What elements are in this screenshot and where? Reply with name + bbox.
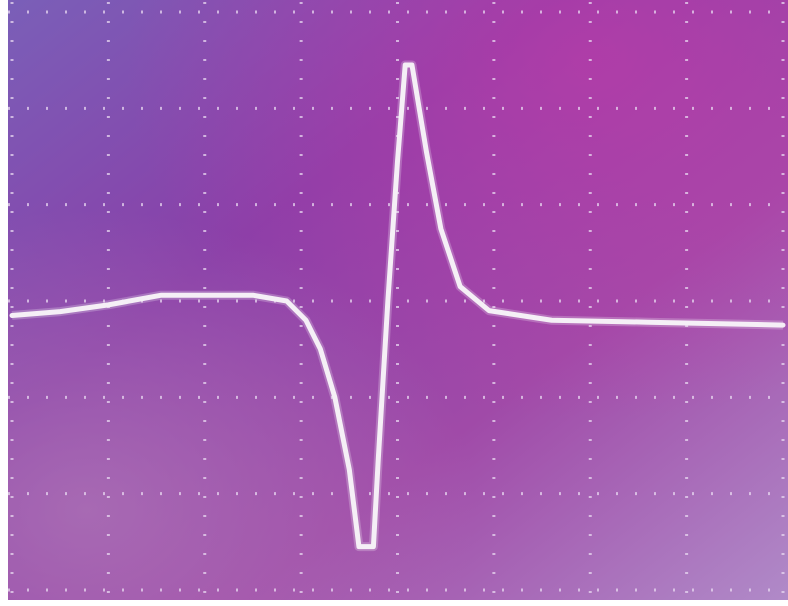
- scope-screen: [0, 0, 788, 606]
- chart: [0, 0, 788, 606]
